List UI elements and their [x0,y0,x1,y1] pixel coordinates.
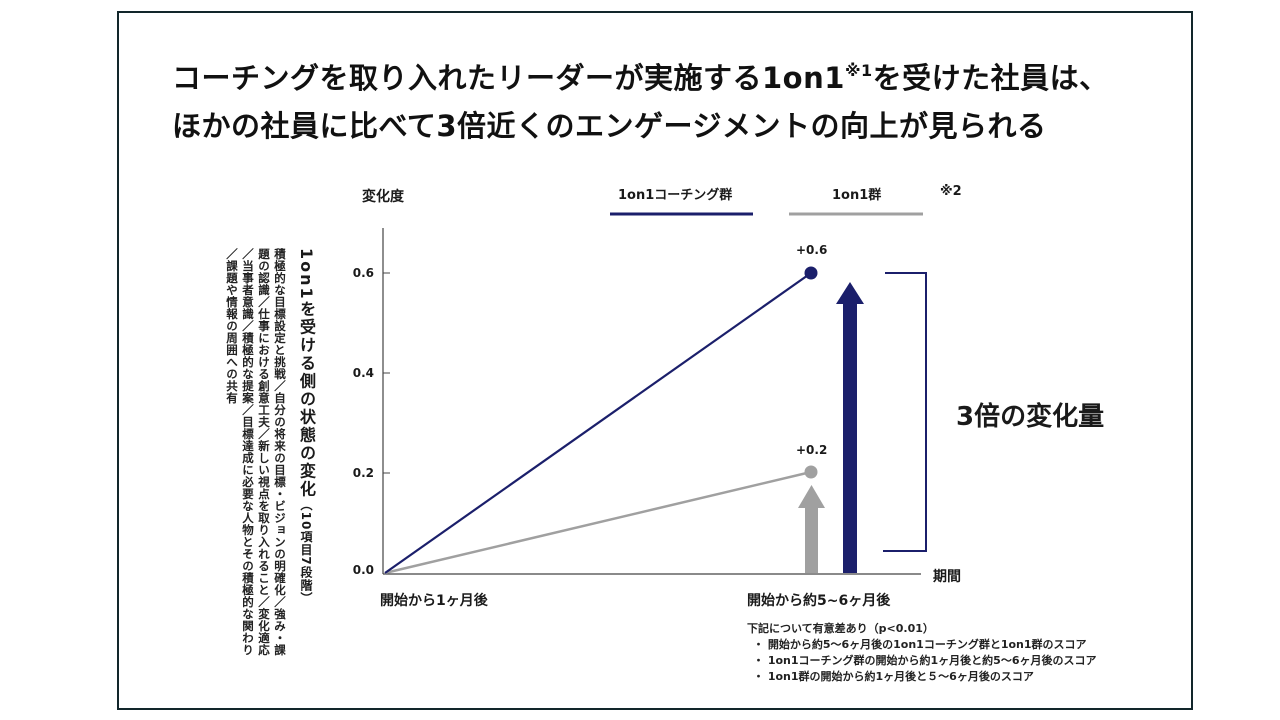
footnote-item: ・ 1on1コーチング群の開始から約1ヶ月後と約5〜6ヶ月後のスコア [753,654,1097,667]
y-tick-0-6: 0.6 [352,266,374,280]
x-axis-label: 期間 [933,569,961,585]
series2-value-label: +0.2 [796,443,828,457]
footnotes-heading: 下記について有意差あり（p<0.01） [747,622,934,635]
series1-line [384,272,812,574]
footnote-ref-1: ※1 [844,61,873,80]
side-heading-note: （10項目7段階） [299,498,313,605]
footnotes: 下記について有意差あり（p<0.01） ・ 開始から約5〜6ヶ月後の1on1コー… [747,621,1097,685]
legend-series1-label: 1on1コーチング群 [618,188,733,203]
comparison-label: 3倍の変化量 [956,402,1105,432]
y-tick-0-2: 0.2 [352,466,374,480]
slide-frame [117,11,1193,710]
side-description: 積極的な目標設定と挑戦／自分の将来の目標・ビジョンの明確化／強み・課題の認識／仕… [225,248,287,656]
legend-series2-label: 1on1群 [832,188,882,203]
side-heading: 1on1を受ける側の状態の変化（10項目7段階） [297,248,316,605]
footnote-item: ・ 開始から約5〜6ヶ月後の1on1コーチング群と1on1群のスコア [753,638,1087,651]
series2-arrow [798,485,825,573]
slide-title-line1: コーチングを取り入れたリーダーが実施する1on1※1を受けた社員は、 [172,61,1109,95]
footnote-item: ・ 1on1群の開始から約1ヶ月後と５〜6ヶ月後のスコア [753,670,1034,683]
comparison-bracket [883,272,927,552]
y-tick-0-4: 0.4 [352,366,374,380]
series2-line [384,470,812,575]
y-axis-label: 変化度 [362,189,404,205]
series2-point [804,465,818,479]
series1-point [804,266,818,280]
y-tick-0-0: 0.0 [352,563,374,577]
slide-title-line2: ほかの社員に比べて3倍近くのエンゲージメントの向上が見られる [172,109,1047,143]
x-category-1: 開始から1ヶ月後 [380,593,488,609]
series1-arrow [836,282,864,573]
series1-value-label: +0.6 [796,243,828,257]
x-category-2: 開始から約5~6ヶ月後 [747,593,891,609]
footnote-ref-2: ※2 [940,184,962,199]
